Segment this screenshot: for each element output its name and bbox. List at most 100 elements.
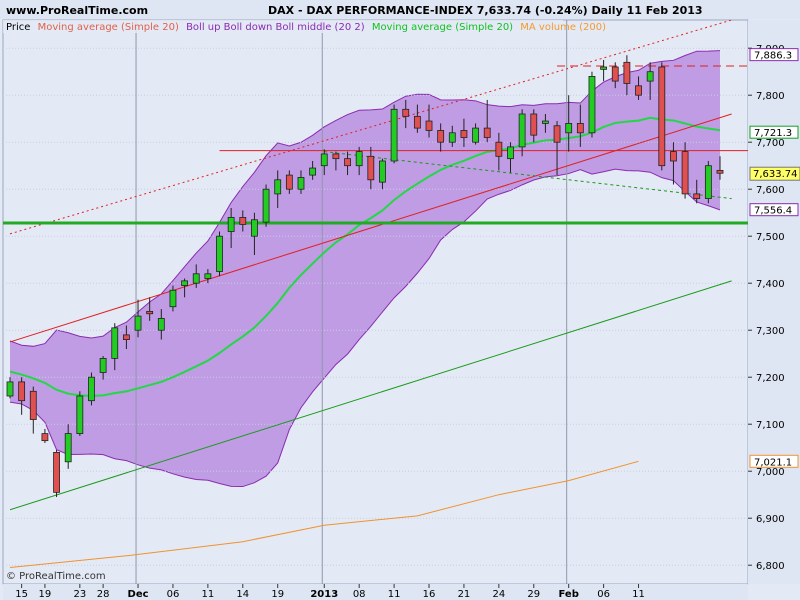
candle-body [483, 127, 491, 138]
candle-body [704, 165, 712, 199]
candle-body [670, 151, 677, 162]
candle-body [448, 132, 456, 143]
candle [309, 161, 317, 180]
price-tick-label: 7,100 [756, 420, 785, 431]
date-tick-label: 11 [202, 589, 215, 600]
price-tick-label: 7,700 [756, 138, 785, 149]
candle-body [344, 158, 351, 167]
copyright: © ProRealTime.com [6, 571, 106, 582]
candle-body [367, 155, 375, 181]
candle [355, 146, 363, 176]
moving-average-20-line [9, 116, 721, 397]
candle-body [251, 219, 258, 237]
candle-body [542, 120, 549, 124]
value-label-box [749, 454, 799, 468]
candle [553, 121, 561, 176]
candle-body [402, 108, 410, 117]
legend-ma-green: Moving average (Simple 20) [372, 22, 513, 33]
price-tick-label: 6,800 [756, 561, 785, 572]
candle-body [565, 123, 573, 134]
candle-body [390, 108, 398, 162]
candle [448, 125, 456, 147]
legend-ma-red: Moving average (Simple 20) [38, 22, 179, 33]
candle [379, 158, 386, 190]
candle-body [274, 179, 282, 195]
candle [704, 161, 712, 204]
bollinger-lower-line [9, 168, 721, 488]
bollinger-layer [9, 50, 721, 488]
value-label: 7,556.4 [754, 206, 792, 217]
candle-body [379, 160, 386, 183]
value-label-box [749, 125, 799, 139]
candle [122, 325, 130, 349]
candle [413, 104, 421, 133]
grid-layer [3, 20, 748, 584]
value-label-box [749, 48, 799, 62]
candle [670, 142, 677, 185]
bollinger-band-fill [10, 50, 720, 487]
candle-body [204, 273, 212, 279]
candle-body [216, 235, 223, 272]
candle-body [41, 433, 49, 442]
candle [681, 142, 689, 199]
candle [320, 149, 328, 176]
candle [483, 99, 491, 143]
candle-body [169, 289, 177, 308]
candle-body [332, 153, 340, 160]
candle [600, 59, 608, 82]
value-label-box [749, 203, 799, 217]
date-tick-label: 08 [353, 589, 366, 600]
candle-body [646, 71, 654, 82]
candle [507, 142, 514, 173]
candle [251, 212, 258, 255]
price-tick-label: 6,900 [756, 514, 785, 525]
candle [29, 386, 37, 434]
candle-body [76, 395, 84, 434]
date-tick-label: 2013 [310, 589, 338, 600]
candle-body [425, 120, 433, 131]
date-tick-label: Feb [559, 589, 579, 600]
legend-bg [3, 20, 563, 33]
value-label: 7,721.3 [754, 128, 792, 139]
candle-body [611, 66, 619, 82]
candle-body [658, 66, 666, 167]
candle-body [530, 113, 538, 136]
candle [530, 109, 538, 143]
candle [611, 62, 619, 89]
candle [297, 170, 305, 194]
candle [262, 184, 270, 227]
candle [402, 99, 410, 129]
date-tick-label: 11 [388, 589, 401, 600]
legend-bollinger: Boll up Boll down Boll middle (20 2) [186, 22, 365, 33]
candle [518, 109, 526, 157]
ma-volume-200-line [9, 460, 639, 569]
price-tick-label: 7,000 [756, 467, 785, 478]
candle-body [146, 310, 154, 315]
chart-title: DAX - DAX PERFORMANCE-INDEX 7,633.74 (-0… [268, 4, 703, 17]
candle-body [507, 146, 514, 160]
candle [472, 123, 479, 145]
candle-body [693, 193, 701, 199]
price-tick-label: 7,300 [756, 326, 785, 337]
current-price-label: 7,633.74 [753, 169, 798, 180]
candle-body [437, 130, 445, 143]
candle-body [576, 123, 584, 134]
candle [576, 104, 584, 147]
red-trend-line [9, 113, 732, 343]
candle [565, 95, 573, 152]
value-label: 7,886.3 [754, 51, 792, 62]
candle [181, 278, 188, 298]
candle-body [681, 151, 689, 195]
date-tick-label: 06 [597, 589, 610, 600]
candle [390, 104, 398, 164]
candle-body [157, 318, 165, 331]
candle-body [588, 76, 596, 134]
price-axis-panel [748, 20, 800, 584]
header-band [0, 0, 800, 19]
candle-body [192, 273, 200, 284]
date-tick-label: 28 [97, 589, 110, 600]
date-tick-label: 14 [236, 589, 249, 600]
date-tick-label: 19 [271, 589, 284, 600]
